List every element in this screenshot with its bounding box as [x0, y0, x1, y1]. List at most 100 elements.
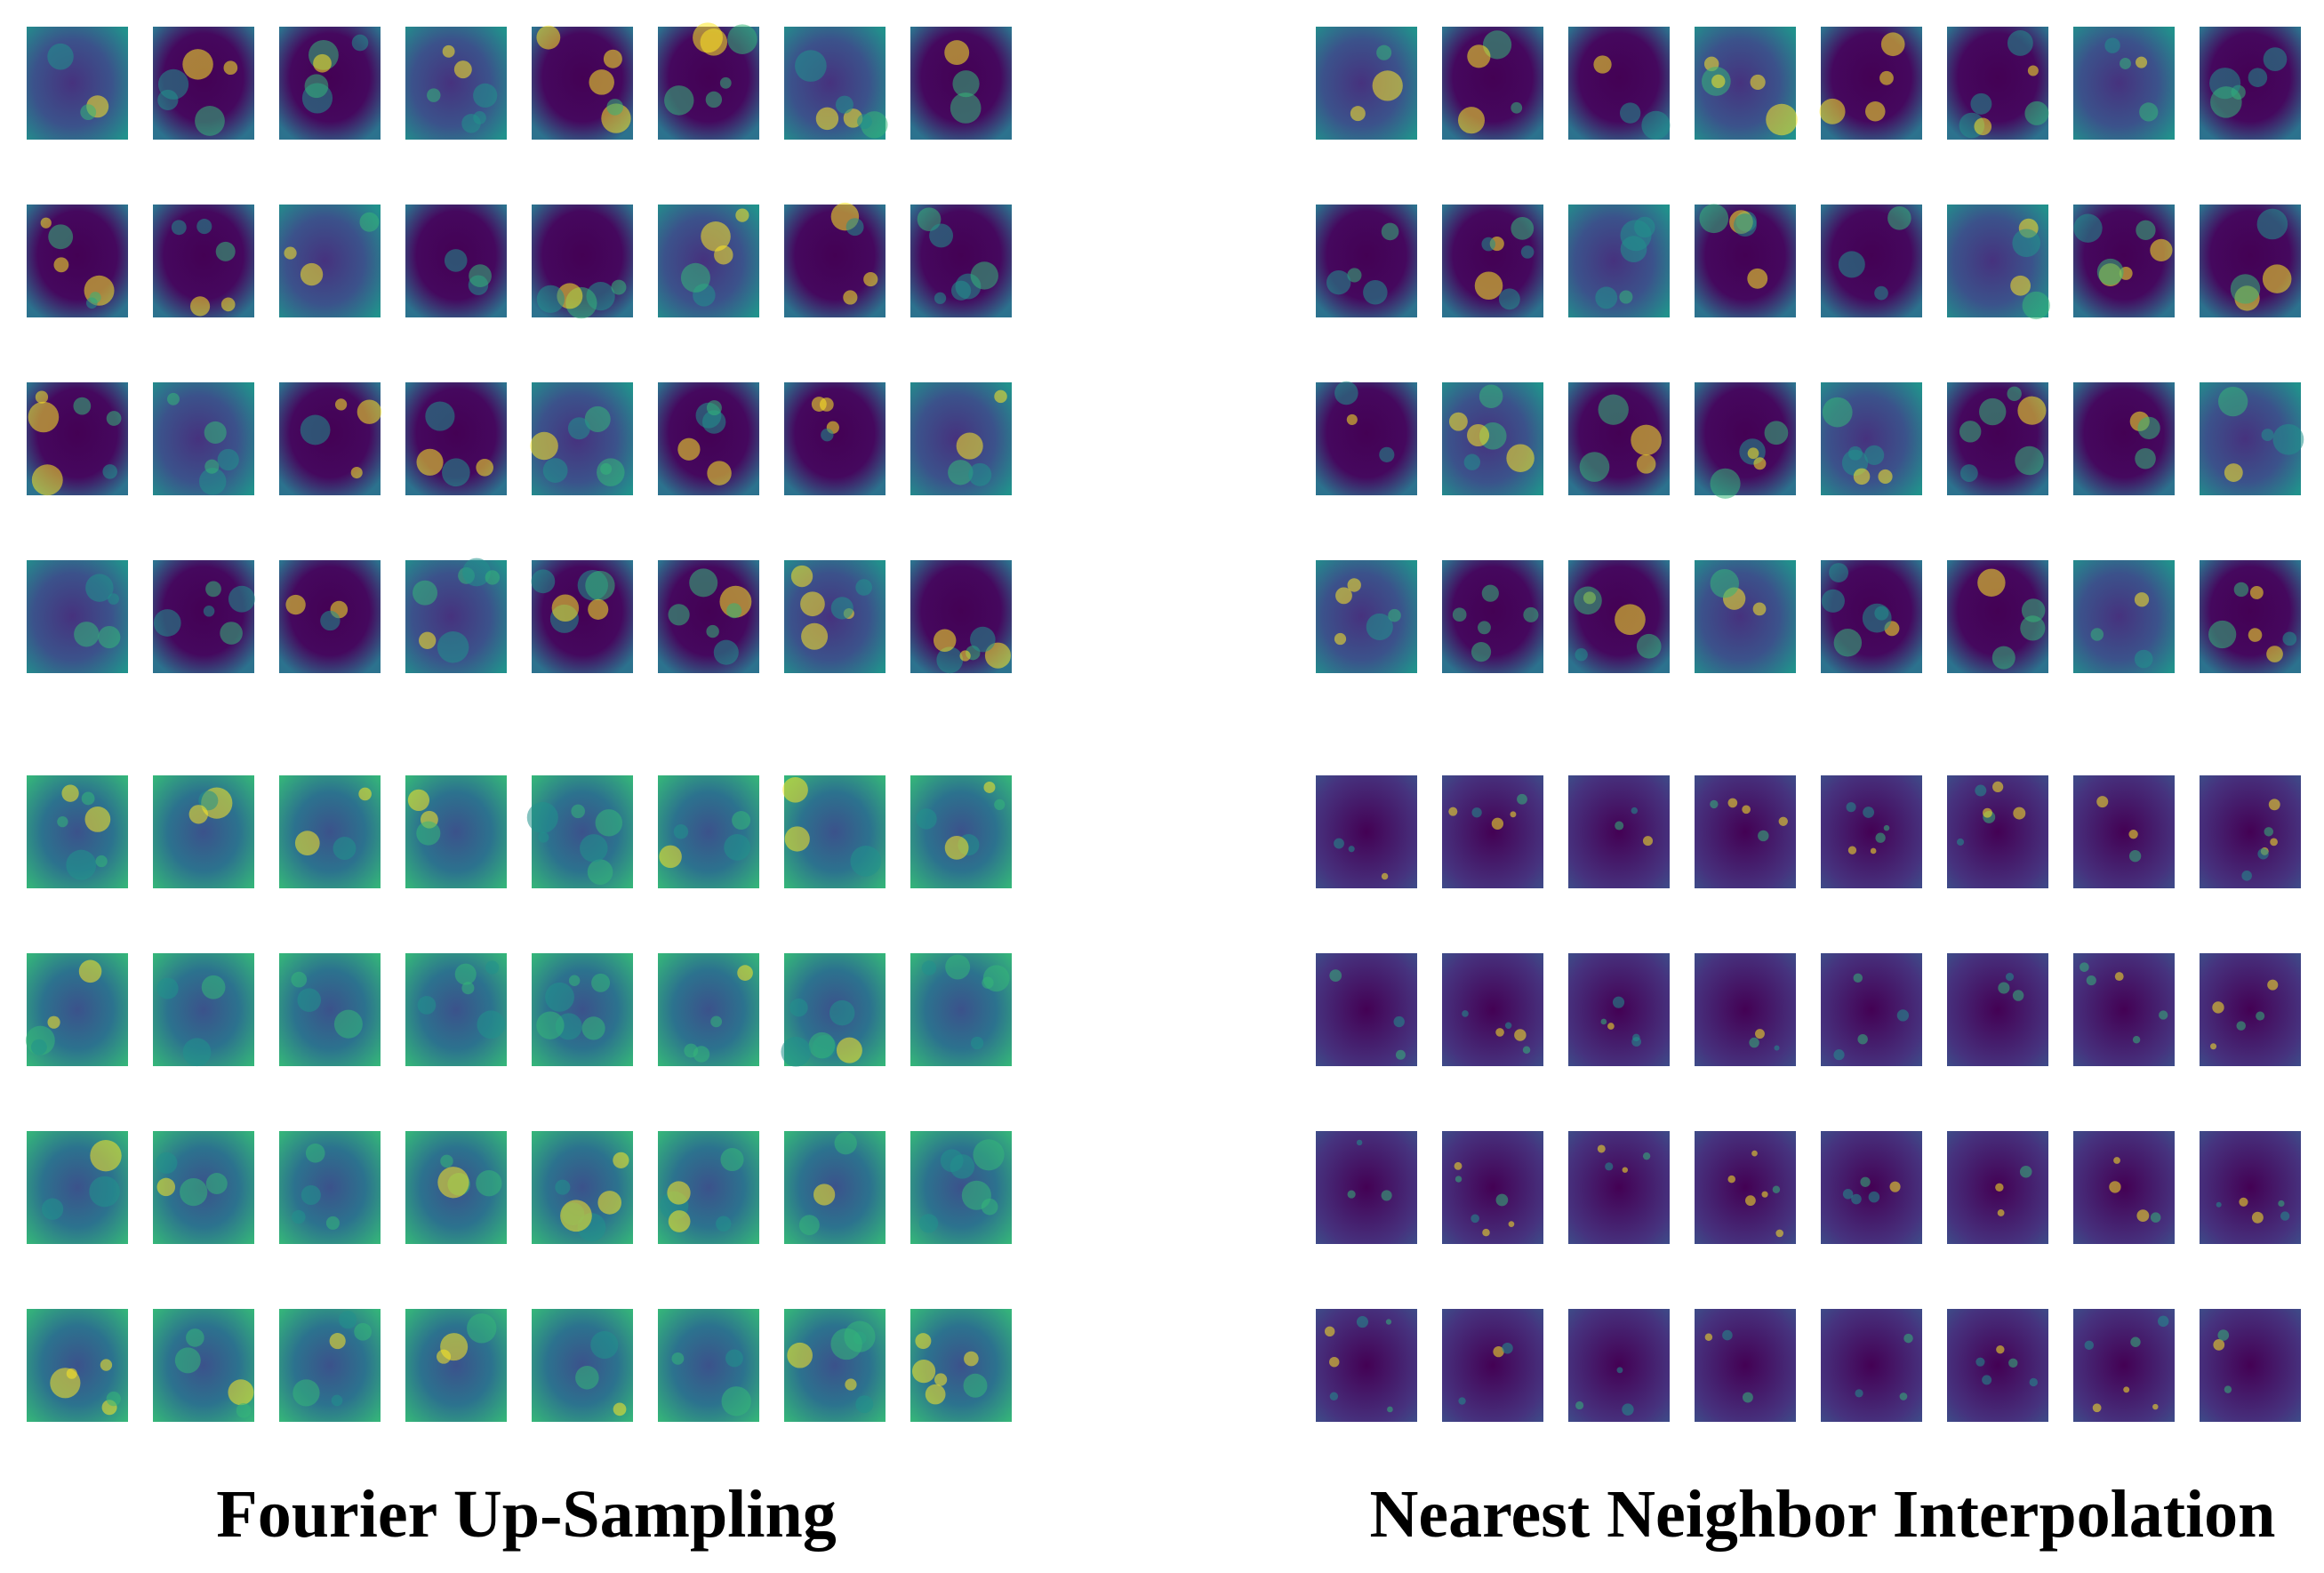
activation-spot — [1860, 1176, 1871, 1187]
feature-map — [784, 1131, 886, 1244]
activation-spot — [2128, 850, 2142, 863]
feature-map — [27, 560, 128, 673]
feature-map — [1821, 775, 1922, 888]
activation-spot — [1481, 237, 1496, 252]
activation-spot — [1381, 222, 1399, 241]
activation-spot — [1865, 100, 1886, 122]
activation-spot — [713, 639, 739, 665]
activation-spot — [994, 389, 1007, 404]
activation-spot — [350, 467, 363, 479]
panel-title: Fourier Up-Sampling — [216, 1477, 836, 1552]
activation-spot — [1833, 629, 1863, 657]
activation-spot — [667, 1181, 691, 1205]
feature-map — [2200, 775, 2301, 888]
activation-spot — [444, 249, 468, 272]
activation-spot — [300, 262, 324, 286]
activation-spot — [2092, 1403, 2102, 1413]
activation-spot — [1868, 1191, 1880, 1203]
activation-spot — [440, 1154, 453, 1168]
activation-spot — [857, 114, 872, 129]
activation-spot — [1455, 1176, 1463, 1183]
activation-spot — [1975, 1357, 1985, 1367]
activation-spot — [821, 428, 834, 442]
activation-spot — [2150, 238, 2173, 261]
activation-spot — [1821, 589, 1845, 613]
activation-spot — [1742, 1392, 1753, 1403]
activation-spot — [1853, 973, 1863, 983]
activation-spot — [970, 1036, 984, 1050]
feature-map — [1695, 1131, 1796, 1244]
activation-spot — [2213, 1338, 2225, 1351]
activation-spot — [2134, 649, 2153, 669]
activation-spot — [1766, 103, 1798, 136]
activation-spot — [1880, 32, 1905, 57]
activation-spot — [182, 1038, 212, 1067]
activation-spot — [664, 85, 694, 116]
activation-spot — [808, 1031, 836, 1059]
activation-spot — [725, 1349, 743, 1368]
feature-map — [1316, 560, 1417, 673]
activation-spot — [313, 53, 332, 73]
activation-spot — [1833, 1049, 1845, 1061]
activation-spot — [205, 1173, 228, 1195]
activation-spot — [1388, 608, 1401, 622]
activation-spot — [2022, 291, 2050, 320]
activation-spot — [2261, 429, 2274, 441]
activation-spot — [963, 1373, 988, 1398]
activation-spot — [1778, 816, 1788, 826]
activation-spot — [2109, 1181, 2121, 1193]
activation-spot — [1478, 621, 1491, 635]
activation-spot — [329, 1333, 346, 1350]
activation-spot — [584, 405, 611, 432]
feature-map — [1821, 1131, 1922, 1244]
activation-spot — [603, 49, 622, 68]
activation-spot — [1889, 1181, 1901, 1192]
activation-spot — [829, 999, 855, 1026]
activation-spot — [2239, 1197, 2248, 1207]
activation-spot — [790, 565, 813, 588]
activation-spot — [587, 859, 613, 885]
activation-spot — [1463, 453, 1481, 470]
activation-spot — [2150, 1212, 2161, 1223]
activation-spot — [1710, 468, 1741, 499]
activation-spot — [473, 83, 498, 108]
activation-spot — [834, 1132, 857, 1155]
activation-spot — [1846, 802, 1856, 813]
feature-map — [1947, 1309, 2048, 1422]
activation-spot — [1970, 92, 1992, 115]
activation-spot — [1498, 288, 1520, 310]
activation-spot — [1448, 412, 1468, 431]
activation-spot — [2257, 848, 2269, 860]
activation-spot — [789, 998, 808, 1017]
activation-spot — [1636, 633, 1662, 659]
activation-spot — [911, 1359, 936, 1384]
activation-spot — [1774, 1045, 1780, 1051]
activation-spot — [1600, 1018, 1607, 1025]
activation-spot — [668, 604, 690, 626]
activation-spot — [1504, 1022, 1512, 1029]
activation-spot — [2086, 975, 2096, 986]
activation-spot — [333, 837, 357, 860]
activation-spot — [236, 1403, 252, 1418]
activation-spot — [1482, 1228, 1490, 1237]
activation-spot — [2123, 1386, 2130, 1393]
activation-spot — [585, 570, 615, 601]
activation-spot — [1347, 578, 1361, 592]
activation-spot — [1750, 74, 1766, 91]
activation-spot — [106, 411, 122, 426]
activation-spot — [413, 580, 438, 606]
activation-spot — [28, 401, 60, 433]
feature-map — [658, 775, 759, 888]
activation-spot — [1758, 830, 1769, 842]
activation-spot — [1838, 251, 1865, 278]
activation-spot — [1863, 807, 1875, 818]
activation-spot — [545, 982, 574, 1012]
activation-spot — [835, 95, 853, 114]
activation-spot — [959, 650, 971, 662]
activation-spot — [1385, 1319, 1392, 1325]
feature-map — [2200, 560, 2301, 673]
activation-spot — [81, 791, 95, 806]
feature-map — [1316, 382, 1417, 495]
activation-spot — [40, 217, 52, 229]
